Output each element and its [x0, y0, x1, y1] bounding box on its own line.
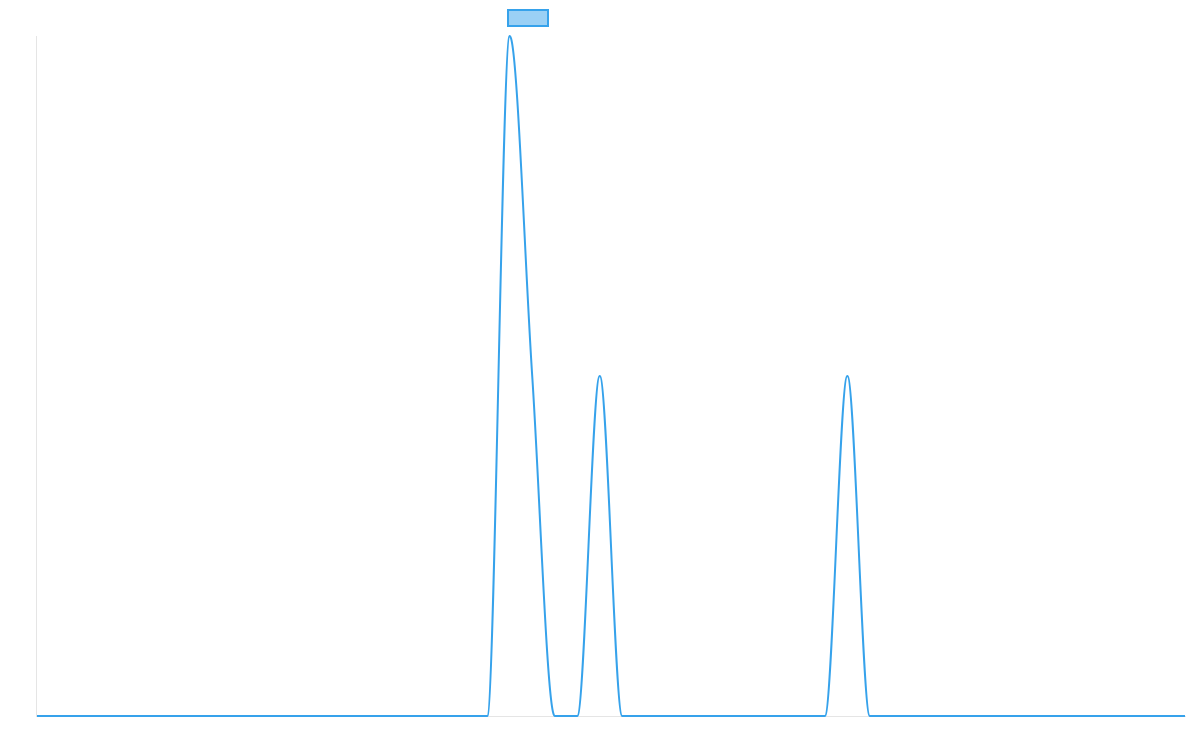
- series-line: [37, 34, 1185, 717]
- series-layer: [37, 34, 1185, 717]
- legend-swatch[interactable]: [507, 9, 549, 27]
